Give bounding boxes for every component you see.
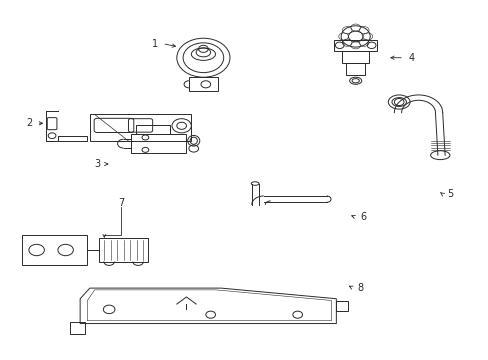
Bar bbox=[22, 235, 87, 265]
Text: 6: 6 bbox=[359, 212, 365, 222]
Text: 7: 7 bbox=[118, 198, 124, 208]
Text: 5: 5 bbox=[446, 189, 452, 199]
Bar bbox=[188, 77, 218, 91]
Bar bbox=[131, 134, 186, 153]
Bar bbox=[336, 301, 348, 311]
Text: 1: 1 bbox=[152, 39, 158, 49]
Bar bbox=[136, 125, 169, 134]
Text: 2: 2 bbox=[26, 118, 32, 128]
Bar bbox=[99, 238, 147, 261]
Text: 4: 4 bbox=[407, 53, 413, 63]
Bar bbox=[342, 51, 368, 63]
Bar bbox=[70, 322, 85, 334]
Bar bbox=[346, 63, 365, 76]
Text: 8: 8 bbox=[357, 283, 363, 293]
Text: 3: 3 bbox=[94, 159, 100, 169]
Bar bbox=[333, 40, 377, 51]
